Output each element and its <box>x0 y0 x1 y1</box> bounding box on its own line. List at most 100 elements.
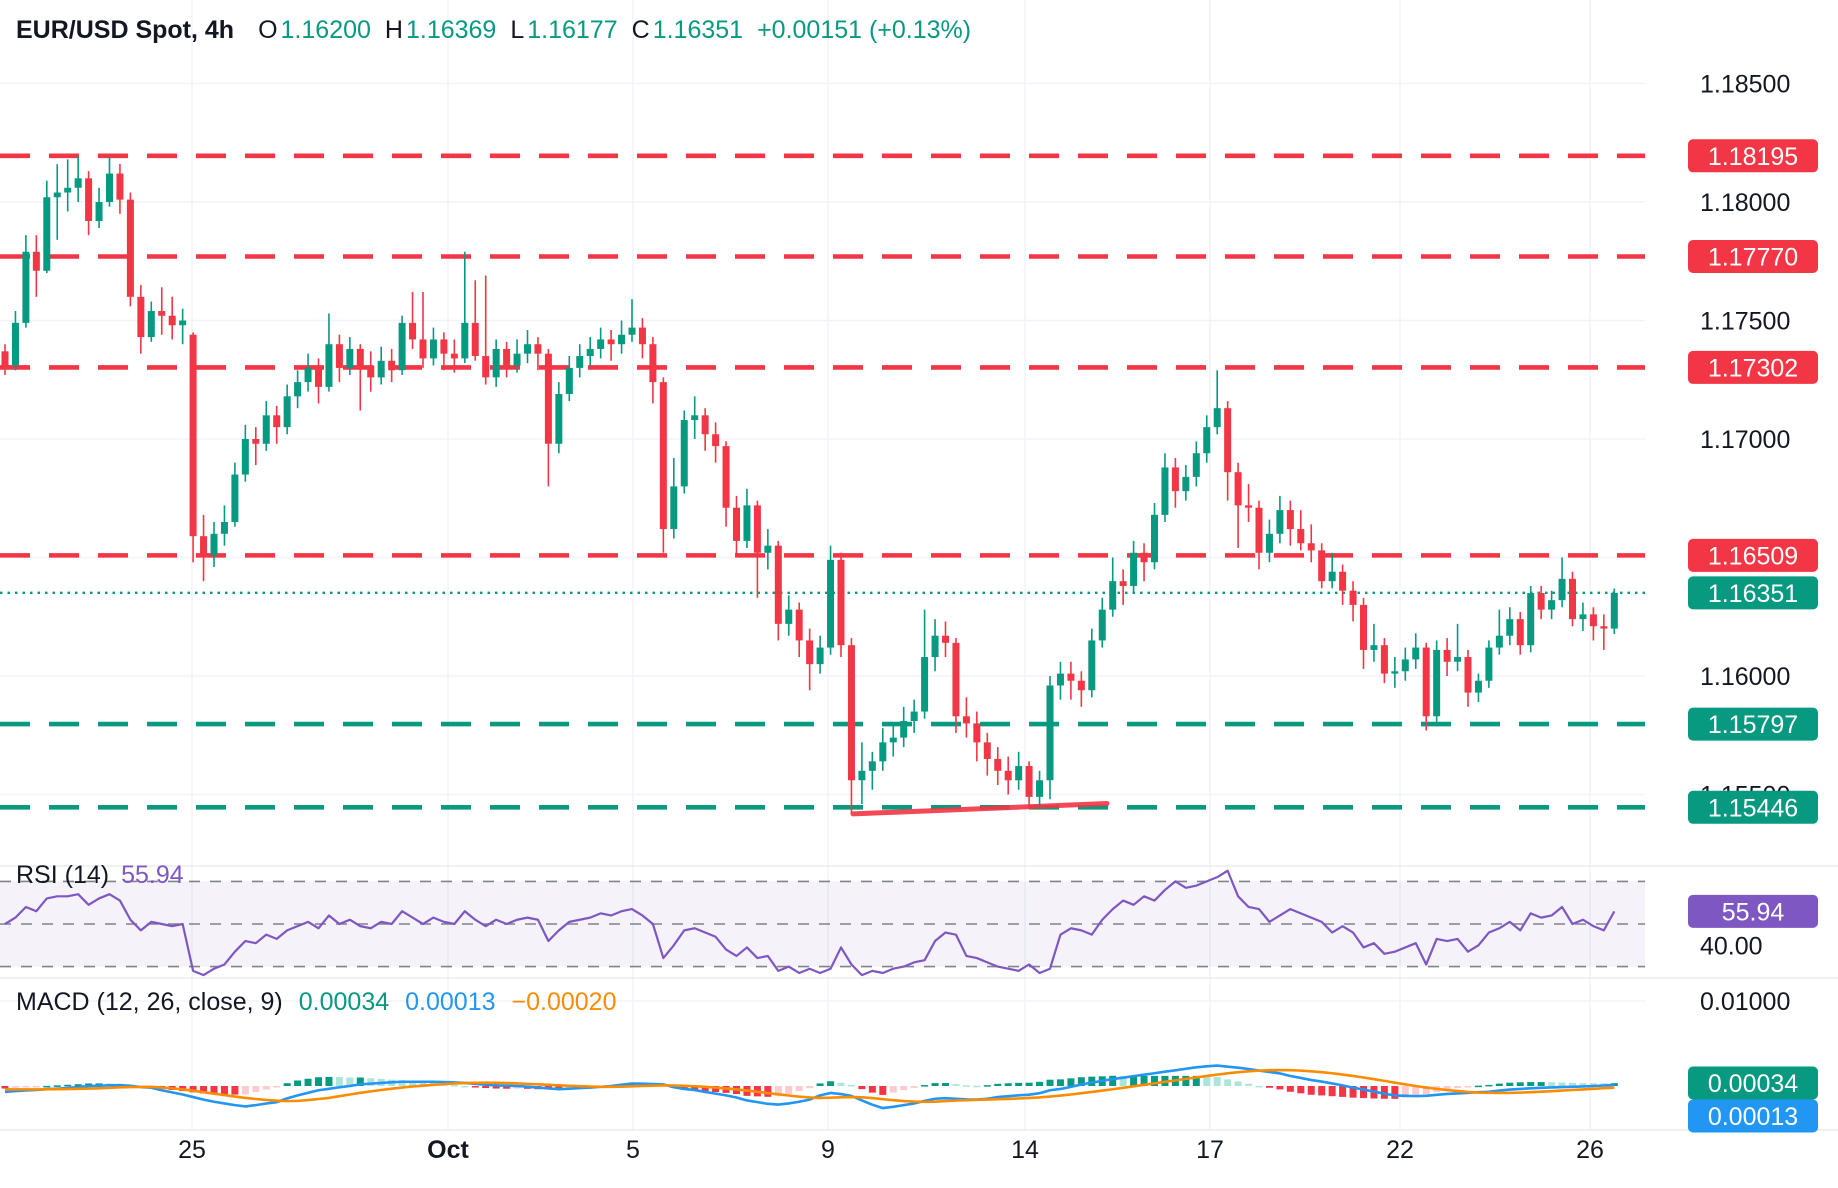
candle-body <box>1391 671 1399 674</box>
macd-histogram-bar <box>461 1085 469 1088</box>
candle-body <box>85 178 93 221</box>
macd-value-badge[interactable] <box>1688 1099 1818 1133</box>
macd-histogram-bar <box>294 1080 302 1086</box>
candle-body <box>1548 600 1556 610</box>
support-badge[interactable] <box>1688 790 1818 824</box>
candle-body <box>346 348 354 368</box>
macd-histogram-bar <box>1391 1086 1399 1099</box>
candle-body <box>440 339 448 354</box>
x-tick-label[interactable]: 5 <box>626 1136 640 1164</box>
rsi-line <box>4 869 1616 977</box>
macd-histogram-bar <box>200 1086 208 1094</box>
candle-body <box>1130 552 1138 586</box>
macd-histogram-bar <box>1464 1086 1472 1088</box>
macd-histogram-bar <box>1140 1075 1148 1086</box>
macd-histogram-bar <box>889 1086 897 1093</box>
candle-body <box>806 640 814 665</box>
macd-histogram-bar <box>1307 1086 1315 1095</box>
candle-body <box>847 645 855 781</box>
resistance-badge[interactable] <box>1688 538 1818 572</box>
candle-body <box>294 382 302 397</box>
candle-body <box>1 351 9 366</box>
candle-body <box>712 434 720 447</box>
current-badge[interactable] <box>1688 576 1818 610</box>
candle-body <box>1203 427 1211 454</box>
candle-body <box>1276 510 1284 534</box>
x-tick-label[interactable]: 26 <box>1576 1136 1604 1164</box>
macd-histogram-bar <box>1506 1082 1514 1086</box>
candle-body <box>32 251 40 271</box>
candle-body <box>586 348 594 357</box>
macd-histogram-bar <box>283 1083 291 1086</box>
candle-body <box>1245 505 1253 508</box>
candle-body <box>1495 635 1503 648</box>
rsi-legend: RSI (14) 55.94 <box>16 861 184 890</box>
candle-body <box>942 635 949 643</box>
high-value: 1.16369 <box>405 16 497 44</box>
macd-histogram-bar <box>1537 1082 1545 1086</box>
macd-title: MACD (12, 26, close, 9) <box>16 988 283 1016</box>
x-tick-label[interactable]: 14 <box>1011 1136 1039 1164</box>
macd-histogram-bar <box>1245 1083 1253 1086</box>
candle-body <box>116 173 124 200</box>
macd-histogram-bar <box>837 1082 845 1086</box>
candle-body <box>1443 649 1451 662</box>
candle-body <box>1318 550 1326 582</box>
price-tick-label: 1.17000 <box>1700 426 1790 454</box>
x-tick-label[interactable]: 9 <box>821 1136 835 1164</box>
macd-histogram-bar <box>43 1085 51 1088</box>
macd-value-badge[interactable] <box>1688 1066 1818 1100</box>
x-tick-label[interactable]: Oct <box>427 1136 469 1164</box>
candle-body <box>1516 619 1524 646</box>
macd-histogram-bar <box>1401 1086 1409 1098</box>
macd-histogram-bar <box>22 1086 30 1088</box>
price-tick-label: 1.17500 <box>1700 308 1790 336</box>
candle-body <box>1025 766 1033 797</box>
candle-body <box>659 382 667 530</box>
candle-body <box>597 339 605 349</box>
macd-histogram-bar <box>1265 1086 1273 1088</box>
macd-histogram-bar <box>1454 1086 1462 1089</box>
candle-body <box>1454 657 1462 662</box>
resistance-badge[interactable] <box>1688 139 1818 173</box>
candle-body <box>1234 472 1242 506</box>
macd-histogram-bar <box>1036 1081 1044 1086</box>
macd-histogram-bar <box>1213 1076 1221 1086</box>
candle-body <box>1004 770 1012 781</box>
candle-body <box>607 339 615 345</box>
candle-body <box>921 657 929 712</box>
support-badge[interactable] <box>1688 707 1818 741</box>
candle-body <box>398 322 406 371</box>
candle-body <box>1307 543 1315 551</box>
macd-histogram-bar <box>304 1078 312 1086</box>
rsi-title: RSI (14) <box>16 861 110 889</box>
x-tick-label[interactable]: 22 <box>1386 1136 1414 1164</box>
macd-legend: MACD (12, 26, close, 9) 0.00034 0.00013 −0.… <box>16 988 616 1017</box>
x-tick-label[interactable]: 25 <box>178 1136 206 1164</box>
candle-body <box>1474 680 1482 693</box>
candle-body <box>335 344 343 368</box>
macd-histogram-bar <box>74 1084 82 1086</box>
candle-body <box>701 415 709 435</box>
macd-histogram-bar <box>482 1086 490 1089</box>
trendline[interactable] <box>850 801 1110 817</box>
candle-body <box>952 642 960 717</box>
rsi-value-badge[interactable] <box>1688 894 1818 928</box>
candle-body <box>252 439 260 444</box>
macd-value-badge-label: 0.00034 <box>1708 1070 1798 1098</box>
candle-body <box>64 187 72 193</box>
candle-body <box>983 742 991 759</box>
candle-body <box>680 420 688 487</box>
resistance-badge[interactable] <box>1688 240 1818 274</box>
x-tick-label[interactable]: 17 <box>1196 1136 1224 1164</box>
resistance-badge-label: 1.17302 <box>1708 354 1798 382</box>
macd-histogram-bar <box>210 1086 218 1095</box>
macd-histogram-bar <box>1067 1078 1075 1086</box>
resistance-badge[interactable] <box>1688 350 1818 384</box>
candle-body <box>1610 592 1618 629</box>
candle-body <box>670 486 678 530</box>
candle-body <box>11 322 19 366</box>
macd-histogram-bar <box>273 1086 281 1088</box>
macd-hist-value: 0.00034 <box>298 988 390 1016</box>
